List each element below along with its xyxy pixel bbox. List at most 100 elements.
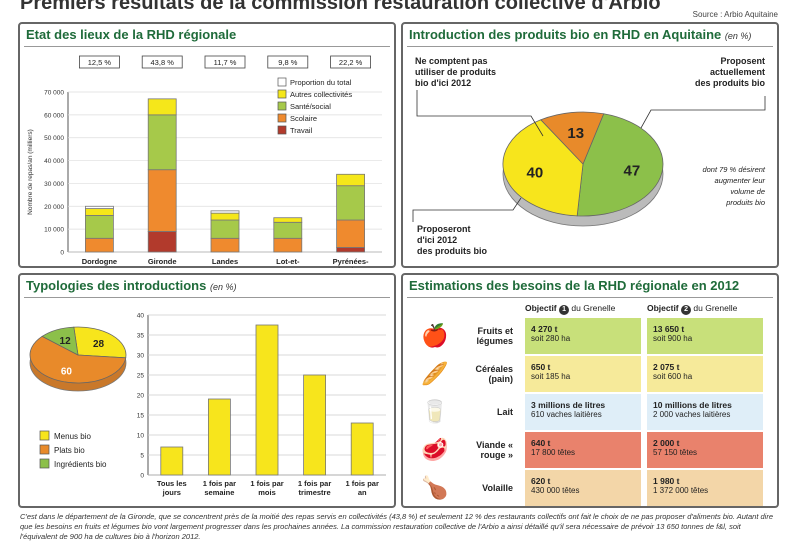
- legend-swatch: [39, 444, 50, 455]
- annotation-proposent: actuellement: [710, 67, 765, 77]
- percent-label: 22,2 %: [339, 58, 363, 67]
- panel-typologies: Typologies des introductions (en %) 28 60…: [18, 273, 396, 508]
- bar-segment: [147, 169, 177, 232]
- bar-segment: [273, 217, 303, 223]
- table-row: 🥛 Lait 3 millions de litres 610 vaches lait…: [409, 393, 765, 431]
- panel-estimations: Estimations des besoins de la RHD région…: [401, 273, 779, 508]
- x-tick-label: an: [358, 488, 367, 497]
- x-tick-label: Lot-et-: [276, 257, 300, 266]
- legend-swatch: [277, 77, 287, 87]
- annotation-proposent: Proposent: [720, 56, 765, 66]
- cell-value: 3 millions de litres: [531, 400, 606, 410]
- legend-swatch: [277, 113, 287, 123]
- bar-segment: [85, 215, 114, 239]
- x-tick-label: trimestre: [299, 488, 331, 497]
- cell-value: 640 t: [531, 438, 551, 448]
- cell-detail: 1 372 000 têtes: [653, 486, 709, 495]
- bar-segment: [147, 231, 177, 253]
- bar-segment: [85, 208, 114, 216]
- table-cell: 2 075 t soit 600 ha: [647, 356, 763, 392]
- bar-segment: [273, 221, 303, 239]
- leader-line: [640, 96, 766, 129]
- cell-detail: 17 800 têtes: [531, 448, 576, 457]
- leader-line: [412, 197, 522, 222]
- bar-segment: [210, 210, 240, 214]
- legend-swatch: [39, 430, 50, 441]
- pie-value-label: 47: [624, 162, 641, 179]
- annotation-79-percent: dont 79 % désirent: [702, 165, 765, 174]
- x-tick-label: 1 fois par: [203, 479, 236, 488]
- legend-swatch: [277, 101, 287, 111]
- footer-text: C'est dans le département de la Gironde,…: [20, 512, 773, 541]
- legend-swatch: [277, 89, 287, 99]
- y-tick-label: 0: [140, 473, 144, 480]
- y-tick-label: 10: [137, 433, 145, 440]
- cell-detail: soit 600 ha: [653, 372, 693, 381]
- x-tick-label: 1 fois par: [250, 479, 283, 488]
- percent-label: 43,8 %: [151, 58, 175, 67]
- table-cell: 3 millions de litres 610 vaches laitières: [525, 394, 641, 430]
- leader-line: [416, 90, 544, 137]
- panel-title: Typologies des introductions (en %): [26, 278, 237, 293]
- annotation-ne-comptent-pas: utiliser de produits: [415, 67, 496, 77]
- poultry-icon: 🍗: [421, 475, 449, 500]
- annotation-79-percent: produits bio: [725, 198, 765, 207]
- table-cell: 4 270 t soit 280 ha: [525, 318, 641, 354]
- cell-detail: 610 vaches laitières: [531, 410, 602, 419]
- x-tick-label: 1 fois par: [346, 479, 379, 488]
- bar-segment: [85, 237, 114, 253]
- percent-label: 9,8 %: [278, 58, 298, 67]
- y-tick-label: 50 000: [44, 135, 64, 142]
- annotation-79-percent: augmenter leur: [715, 176, 766, 185]
- cell-value: 2 075 t: [653, 362, 680, 372]
- bar-segment: [210, 212, 240, 221]
- cell-value: 2 000 t: [653, 438, 680, 448]
- stacked-bar-chart: 0 10 000 20 000 30 000 40 000 50 000 60 000 70 …: [27, 55, 382, 268]
- bar-segment: [273, 237, 303, 253]
- pie-slice: [41, 326, 79, 356]
- cell-detail: 57 150 têtes: [653, 448, 698, 457]
- y-tick-label: 10 000: [44, 227, 64, 234]
- panel-title: Estimations des besoins de la RHD région…: [409, 278, 740, 293]
- milk-icon: 🥛: [421, 399, 449, 424]
- meat-icon: 🥩: [421, 437, 449, 462]
- legend-swatch: [277, 125, 287, 135]
- page-title: Premiers résultats de la commission rest…: [20, 0, 661, 14]
- column-header-1: Objectif 1 du Grenelle: [525, 303, 616, 315]
- source-note: Source : Arbio Aquitaine: [692, 10, 778, 19]
- cell-value: 1 980 t: [653, 476, 680, 486]
- x-tick-label: Tous les: [157, 479, 187, 488]
- y-tick-label: 35: [137, 333, 145, 340]
- annotation-ne-comptent-pas: bio d'ici 2012: [415, 78, 471, 88]
- y-tick-label: 30 000: [44, 181, 64, 188]
- column-header-2: Objectif 2 du Grenelle: [647, 303, 738, 315]
- x-tick-label: Atlantiques: [330, 266, 371, 268]
- legend-label: Proportion du total: [290, 78, 352, 87]
- panel-etat-des-lieux: Etat des lieux de la RHD régionale 0 10 0…: [18, 22, 396, 268]
- bar-segment: [336, 219, 366, 248]
- cell-detail: soit 280 ha: [531, 334, 571, 343]
- table-row: 🍎 Fruits et légumes 4 270 t soit 280 ha 13 6…: [409, 317, 765, 355]
- bar-segment: [85, 205, 114, 209]
- pie-slice: [29, 335, 127, 384]
- annotation-79-percent: volume de: [730, 187, 765, 196]
- row-label: Viande « rouge »: [476, 440, 513, 460]
- panel-introduction-bio: Introduction des produits bio en RHD en …: [401, 22, 779, 268]
- table-cell: 13 650 t soit 900 ha: [647, 318, 763, 354]
- y-axis-label: Nombre de repas/an (milliers): [27, 129, 34, 215]
- bar-segment: [210, 237, 240, 253]
- y-tick-label: 20: [137, 393, 145, 400]
- y-tick-label: 60 000: [44, 112, 64, 119]
- bar-segment: [336, 173, 366, 187]
- percent-box: [330, 55, 372, 69]
- y-tick-label: 15: [137, 413, 145, 420]
- bar-segment: [336, 247, 366, 253]
- legend-label: Menus bio: [54, 432, 91, 441]
- table-cell: 650 t soit 185 ha: [525, 356, 641, 392]
- bar-segment: [147, 114, 177, 171]
- bar-segment: [210, 219, 240, 239]
- x-tick-label: mois: [258, 488, 276, 497]
- annotation-proposent: des produits bio: [695, 78, 766, 88]
- percent-box: [79, 55, 120, 69]
- bar-segment: [336, 185, 366, 221]
